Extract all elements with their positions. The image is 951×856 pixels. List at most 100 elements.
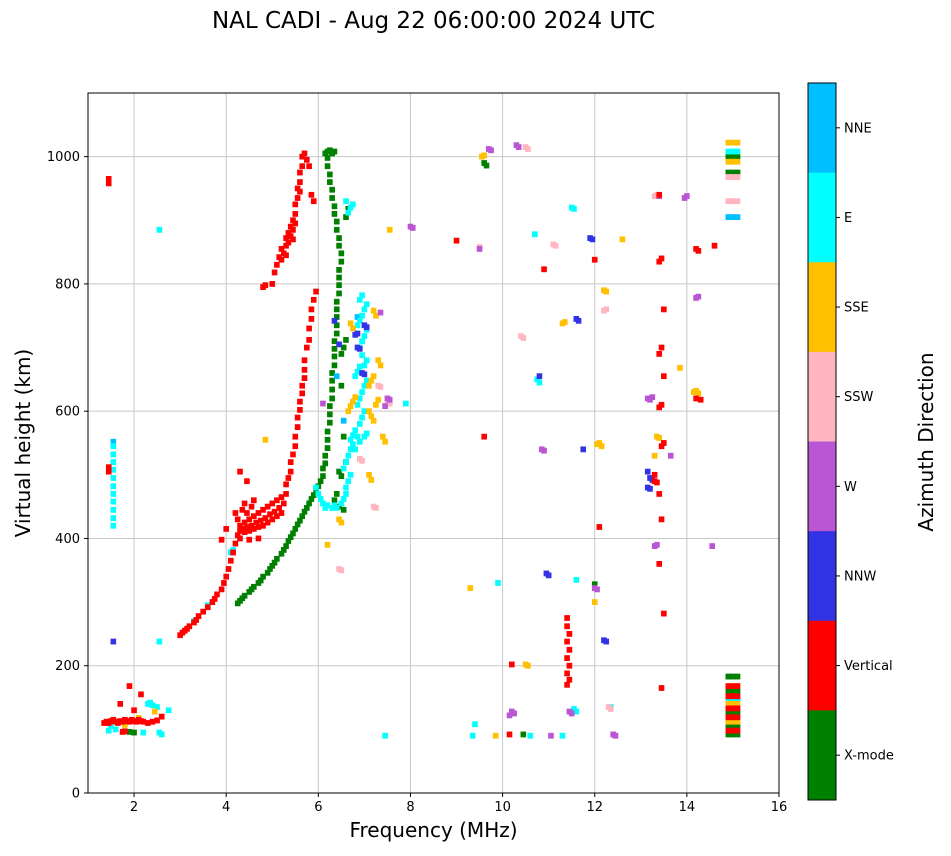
data-point: [260, 522, 266, 529]
data-point: [331, 345, 338, 352]
data-point: [331, 203, 338, 210]
data-point: [734, 709, 741, 716]
data-point: [352, 427, 358, 434]
y-tick-label: 600: [55, 405, 80, 420]
data-point: [193, 617, 200, 623]
x-tick-label: 4: [222, 800, 230, 815]
data-point: [297, 179, 303, 185]
data-point: [324, 436, 331, 443]
data-point: [299, 153, 306, 160]
data-point: [619, 236, 626, 243]
data-point: [697, 396, 704, 403]
data-point: [377, 309, 384, 316]
data-point: [280, 500, 287, 507]
data-point: [290, 530, 296, 537]
data-point: [520, 731, 527, 738]
data-point: [725, 696, 732, 703]
data-point: [734, 148, 741, 155]
data-point: [734, 731, 741, 738]
data-point: [571, 205, 577, 212]
data-point: [552, 242, 559, 249]
data-point: [336, 282, 342, 289]
data-point: [331, 362, 338, 369]
data-point: [237, 535, 243, 542]
data-point: [481, 433, 487, 440]
data-point: [278, 246, 285, 252]
data-point: [575, 317, 582, 324]
data-point: [105, 176, 112, 182]
data-point: [509, 661, 515, 668]
x-tick-label: 10: [494, 800, 511, 815]
data-point: [329, 186, 335, 193]
data-point: [195, 613, 202, 619]
data-point: [260, 506, 266, 513]
y-axis-label: Virtual height (km): [11, 348, 35, 538]
data-point: [110, 491, 117, 497]
data-point: [684, 193, 690, 199]
data-point: [338, 351, 345, 357]
data-point: [350, 325, 356, 332]
data-point: [269, 281, 276, 287]
data-point: [310, 492, 317, 499]
data-point: [294, 521, 301, 528]
data-point: [336, 516, 342, 523]
data-point: [331, 338, 338, 345]
data-point: [695, 247, 702, 254]
colorbar-segment-w: [808, 441, 836, 532]
data-point: [725, 723, 732, 730]
data-point: [340, 433, 347, 440]
data-point: [488, 147, 494, 154]
data-point: [566, 646, 573, 653]
data-point: [329, 195, 335, 201]
data-point: [382, 403, 388, 409]
data-point: [734, 714, 741, 721]
data-point: [260, 573, 266, 580]
data-point: [359, 352, 365, 359]
data-point: [386, 396, 393, 403]
data-point: [278, 256, 285, 263]
data-point: [285, 475, 292, 481]
data-point: [515, 144, 522, 150]
data-point: [345, 209, 352, 216]
data-point: [730, 705, 736, 712]
data-point: [320, 465, 326, 472]
data-point: [336, 267, 342, 273]
data-point: [126, 683, 133, 689]
data-point: [297, 398, 303, 405]
data-point: [327, 419, 333, 426]
data-point: [333, 218, 340, 225]
data-point: [204, 604, 211, 611]
data-point: [218, 536, 225, 543]
data-point: [368, 413, 375, 420]
data-point: [251, 526, 257, 532]
data-point: [564, 623, 570, 630]
data-point: [149, 702, 156, 709]
data-point: [327, 403, 333, 409]
data-point: [730, 696, 736, 703]
data-point: [262, 282, 269, 289]
data-point: [110, 475, 117, 481]
data-point: [564, 681, 570, 688]
data-point: [278, 510, 285, 516]
x-tick-label: 2: [130, 800, 138, 815]
data-point: [695, 293, 702, 300]
data-point: [274, 513, 280, 520]
data-point: [532, 231, 538, 238]
data-point: [361, 433, 368, 440]
data-point: [730, 148, 736, 155]
data-point: [345, 478, 352, 485]
data-point: [354, 322, 361, 329]
data-point: [725, 174, 732, 180]
data-point: [336, 274, 342, 281]
data-point: [658, 344, 665, 351]
data-point: [324, 445, 331, 451]
data-point: [327, 179, 333, 185]
data-point: [239, 526, 246, 532]
data-point: [241, 529, 248, 535]
data-point: [350, 201, 356, 208]
data-point: [122, 728, 128, 735]
data-point: [331, 148, 338, 155]
data-point: [280, 547, 287, 553]
data-point: [658, 685, 665, 691]
data-point: [301, 366, 308, 373]
